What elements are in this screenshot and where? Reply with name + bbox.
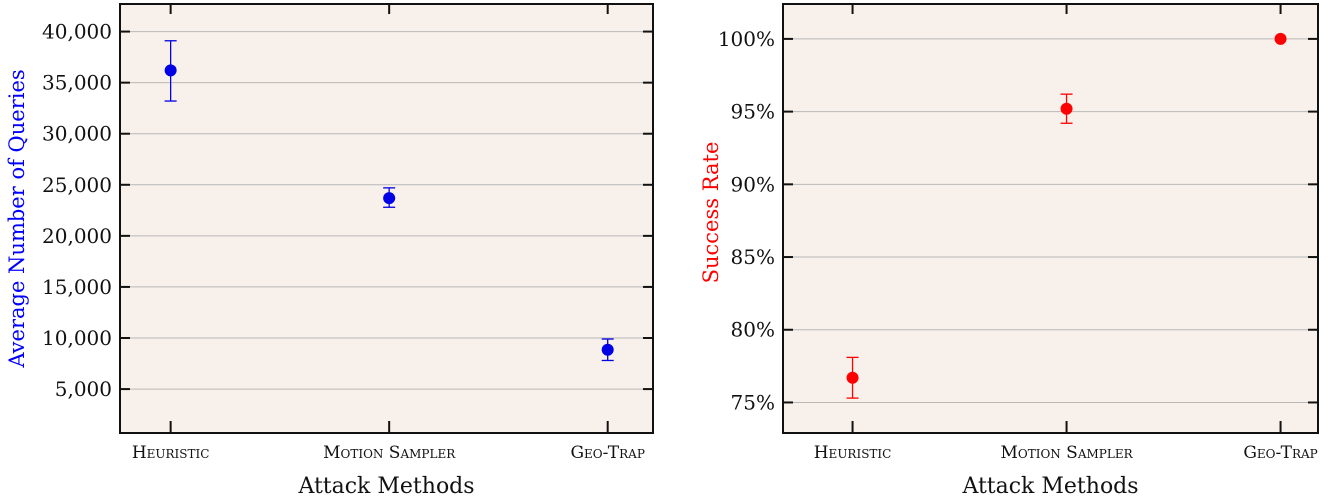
chart-panel-0: 5,000 10,000 15,000 20,000 25,000 30,000 35,00… (5, 3, 654, 496)
x-tick-label: Heuristic (132, 443, 210, 463)
x-tick-label: Heuristic (814, 443, 892, 463)
data-point (1060, 102, 1073, 115)
plot-frame (119, 3, 654, 434)
y-axis-label: Success Rate (699, 142, 723, 284)
data-point (383, 192, 396, 205)
data-point (601, 343, 614, 356)
x-tick-label: Geo-Trap (1243, 443, 1317, 463)
y-tick-label: 40,000 (42, 20, 112, 44)
data-point (846, 371, 859, 384)
x-tick-label: Motion Sampler (1000, 443, 1133, 463)
data-point (164, 64, 177, 77)
y-tick-label: 5,000 (55, 377, 112, 401)
x-axis-label: Attack Methods (961, 474, 1138, 496)
y-tick-label: 30,000 (42, 122, 112, 146)
x-axis-label: Attack Methods (297, 474, 474, 496)
plot-background (120, 4, 653, 433)
y-tick-label: 85% (731, 245, 775, 269)
y-tick-label: 90% (731, 172, 775, 196)
plot-background (783, 4, 1318, 433)
chart-panel-1: 75% 80% 85% 90% 95% 100% Heuristic Motion Sampl… (699, 3, 1319, 496)
y-tick-label: 25,000 (42, 173, 112, 197)
y-axis-label: Average Number of Queries (5, 69, 29, 368)
y-tick-label: 75% (731, 390, 775, 414)
data-point (1274, 32, 1287, 45)
y-tick-label: 35,000 (42, 71, 112, 95)
y-tick-label: 20,000 (42, 224, 112, 248)
y-tick-label: 10,000 (42, 326, 112, 350)
plot-frame (782, 3, 1319, 434)
y-tick-label: 15,000 (42, 275, 112, 299)
x-tick-label: Motion Sampler (323, 443, 456, 463)
y-tick-label: 100% (718, 27, 775, 51)
x-tick-label: Geo-Trap (570, 443, 644, 463)
y-tick-label: 80% (731, 318, 775, 342)
y-tick-label: 95% (731, 100, 775, 124)
